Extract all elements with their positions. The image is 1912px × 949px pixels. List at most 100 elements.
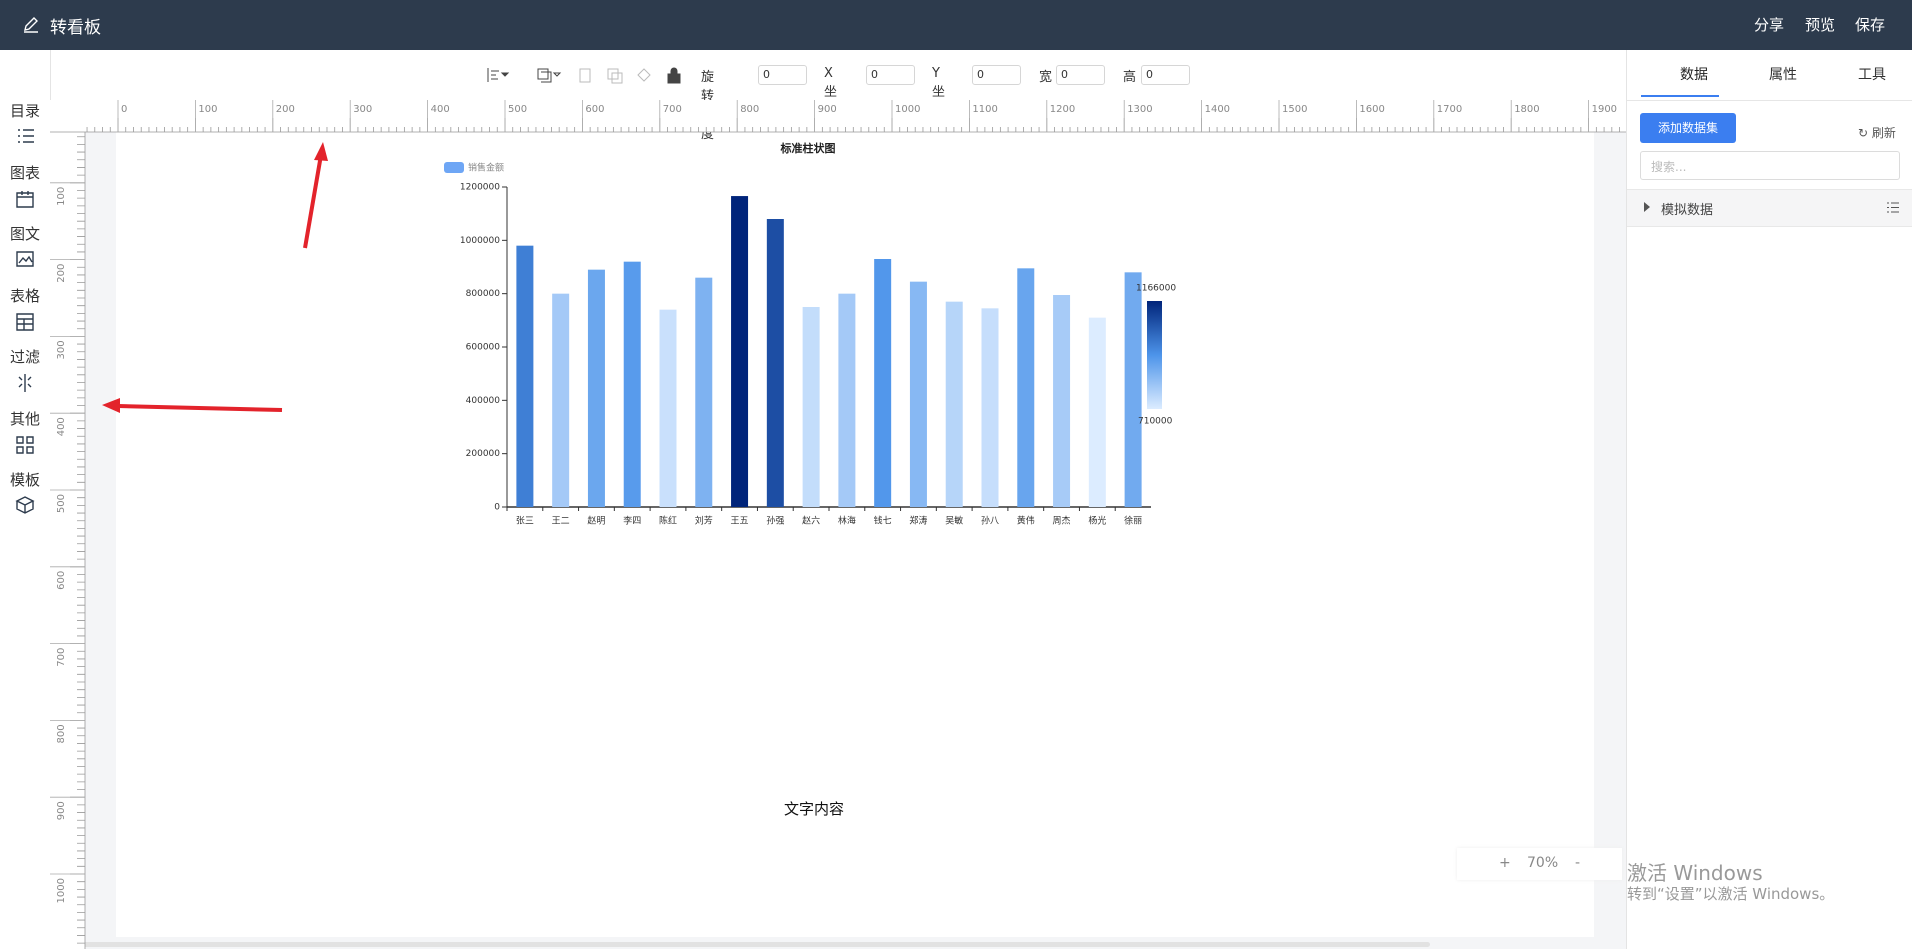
- x-tick-label: 黄伟: [1017, 515, 1035, 527]
- ruler-label: 500: [508, 104, 527, 115]
- bar: [981, 308, 999, 507]
- icon-shape: [16, 312, 34, 331]
- ruler-label: 200: [276, 104, 295, 115]
- ruler-label: 100: [56, 187, 67, 206]
- ruler-label: 800: [740, 104, 759, 115]
- sidebar-item[interactable]: 其他: [9, 409, 40, 428]
- layer-icon[interactable]: [537, 68, 562, 83]
- y-tick-label: 1000000: [460, 236, 500, 246]
- scrollbar[interactable]: [80, 942, 1430, 947]
- sidebar-icon[interactable]: [14, 126, 36, 148]
- canvas-text[interactable]: 文字内容: [784, 800, 845, 818]
- ruler-label: 400: [56, 417, 67, 436]
- add-dataset-button[interactable]: 添加数据集: [1640, 113, 1736, 143]
- toolbar-input[interactable]: 0: [866, 65, 915, 85]
- sidebar-icon[interactable]: [14, 434, 36, 456]
- sidebar-icon[interactable]: [14, 249, 36, 271]
- ruler-label: 500: [56, 494, 67, 513]
- y-tick-label: 1200000: [460, 183, 500, 193]
- icon-shape: [18, 374, 32, 392]
- icon-shape: [18, 129, 34, 143]
- sidebar-item[interactable]: 过滤: [9, 348, 40, 366]
- sidebar-icon[interactable]: [14, 311, 36, 333]
- x-tick-label: 张三: [516, 516, 534, 527]
- toolbar-input[interactable]: 0: [972, 65, 1021, 85]
- bar: [552, 293, 570, 507]
- x-tick-label: 钱七: [874, 515, 892, 527]
- toolbar-input[interactable]: 0: [1141, 65, 1190, 85]
- sidebar-icon[interactable]: [14, 188, 36, 210]
- sidebar-item[interactable]: 目录: [9, 102, 40, 120]
- canvas: [116, 132, 1594, 937]
- ungroup-icon[interactable]: [607, 68, 623, 84]
- expand-icon[interactable]: [1643, 202, 1651, 212]
- x-tick-label: 赵六: [802, 515, 820, 527]
- toolbar-input[interactable]: 0: [758, 65, 807, 85]
- legend-label: 销售金额: [468, 162, 504, 174]
- sidebar-icon[interactable]: [14, 495, 36, 517]
- v-ruler: [50, 100, 85, 949]
- icon-shape: [16, 251, 34, 267]
- x-tick-label: 徐丽: [1124, 515, 1142, 527]
- zoom-in[interactable]: +: [1499, 855, 1511, 871]
- copy-icon[interactable]: [637, 68, 651, 82]
- x-tick-label: 吴敏: [945, 515, 963, 527]
- ruler-label: 1800: [1514, 104, 1539, 115]
- list-icon[interactable]: [1887, 202, 1899, 213]
- group-icon[interactable]: [579, 68, 591, 83]
- bar: [1088, 317, 1106, 507]
- bar: [1017, 268, 1035, 507]
- ruler-label: 300: [56, 340, 67, 359]
- sidebar-icon[interactable]: [14, 372, 36, 394]
- y-tick-label: 200000: [466, 449, 501, 459]
- app-title: 转看板: [50, 18, 101, 38]
- tree-label: 模拟数据: [1661, 203, 1714, 218]
- x-tick-label: 刘芳: [695, 515, 713, 527]
- tree-row[interactable]: 模拟数据: [1627, 189, 1912, 227]
- share-button[interactable]: 分享: [1754, 16, 1785, 34]
- watermark-title: 激活 Windows: [1627, 861, 1763, 885]
- panel-tab[interactable]: 属性: [1769, 67, 1797, 83]
- lock-icon[interactable]: [667, 67, 681, 84]
- bar: [516, 245, 534, 507]
- x-tick-label: 王二: [552, 516, 570, 527]
- align-icon[interactable]: [487, 68, 510, 82]
- panel-tab[interactable]: 工具: [1858, 67, 1886, 83]
- x-tick-label: 杨光: [1088, 515, 1106, 527]
- bar: [623, 261, 641, 507]
- zoom-level: 70%: [1527, 855, 1559, 871]
- watermark-subtitle: 转到“设置”以激活 Windows。: [1627, 885, 1835, 903]
- bar: [909, 281, 927, 507]
- zoom-out[interactable]: -: [1575, 855, 1581, 871]
- icon-shape: [16, 190, 34, 208]
- tab-divider: [1627, 100, 1912, 101]
- edit-icon: [24, 17, 38, 33]
- refresh-button[interactable]: ↻ 刷新: [1858, 124, 1896, 141]
- legend-swatch: [444, 162, 464, 173]
- save-button[interactable]: 保存: [1855, 16, 1886, 34]
- bar: [659, 309, 677, 507]
- sidebar: 目录图表图文表格过滤其他模板: [0, 50, 51, 949]
- sidebar-item[interactable]: 图文: [9, 225, 40, 243]
- y-tick-label: 800000: [466, 289, 501, 299]
- ruler-label: 1500: [1282, 104, 1307, 115]
- ruler-label: 200: [56, 264, 67, 283]
- sidebar-item[interactable]: 模板: [9, 471, 40, 489]
- align-tools[interactable]: [486, 65, 686, 85]
- search-input[interactable]: 搜索...: [1640, 151, 1900, 180]
- toolbar-label: 宽: [1039, 70, 1053, 85]
- preview-button[interactable]: 预览: [1805, 16, 1836, 34]
- panel-tab[interactable]: 数据: [1680, 67, 1708, 83]
- ruler-label: 0: [121, 104, 127, 115]
- ruler-label: 700: [56, 648, 67, 667]
- h-ruler: [50, 100, 1626, 132]
- ruler-label: 1900: [1592, 104, 1617, 115]
- sidebar-item[interactable]: 图表: [9, 163, 40, 182]
- ruler-label: 300: [353, 104, 372, 115]
- refresh-label: 刷新: [1871, 126, 1896, 140]
- toolbar-input[interactable]: 0: [1056, 65, 1105, 85]
- visual-map-min: 710000: [1138, 417, 1173, 427]
- sidebar-item[interactable]: 表格: [9, 286, 40, 305]
